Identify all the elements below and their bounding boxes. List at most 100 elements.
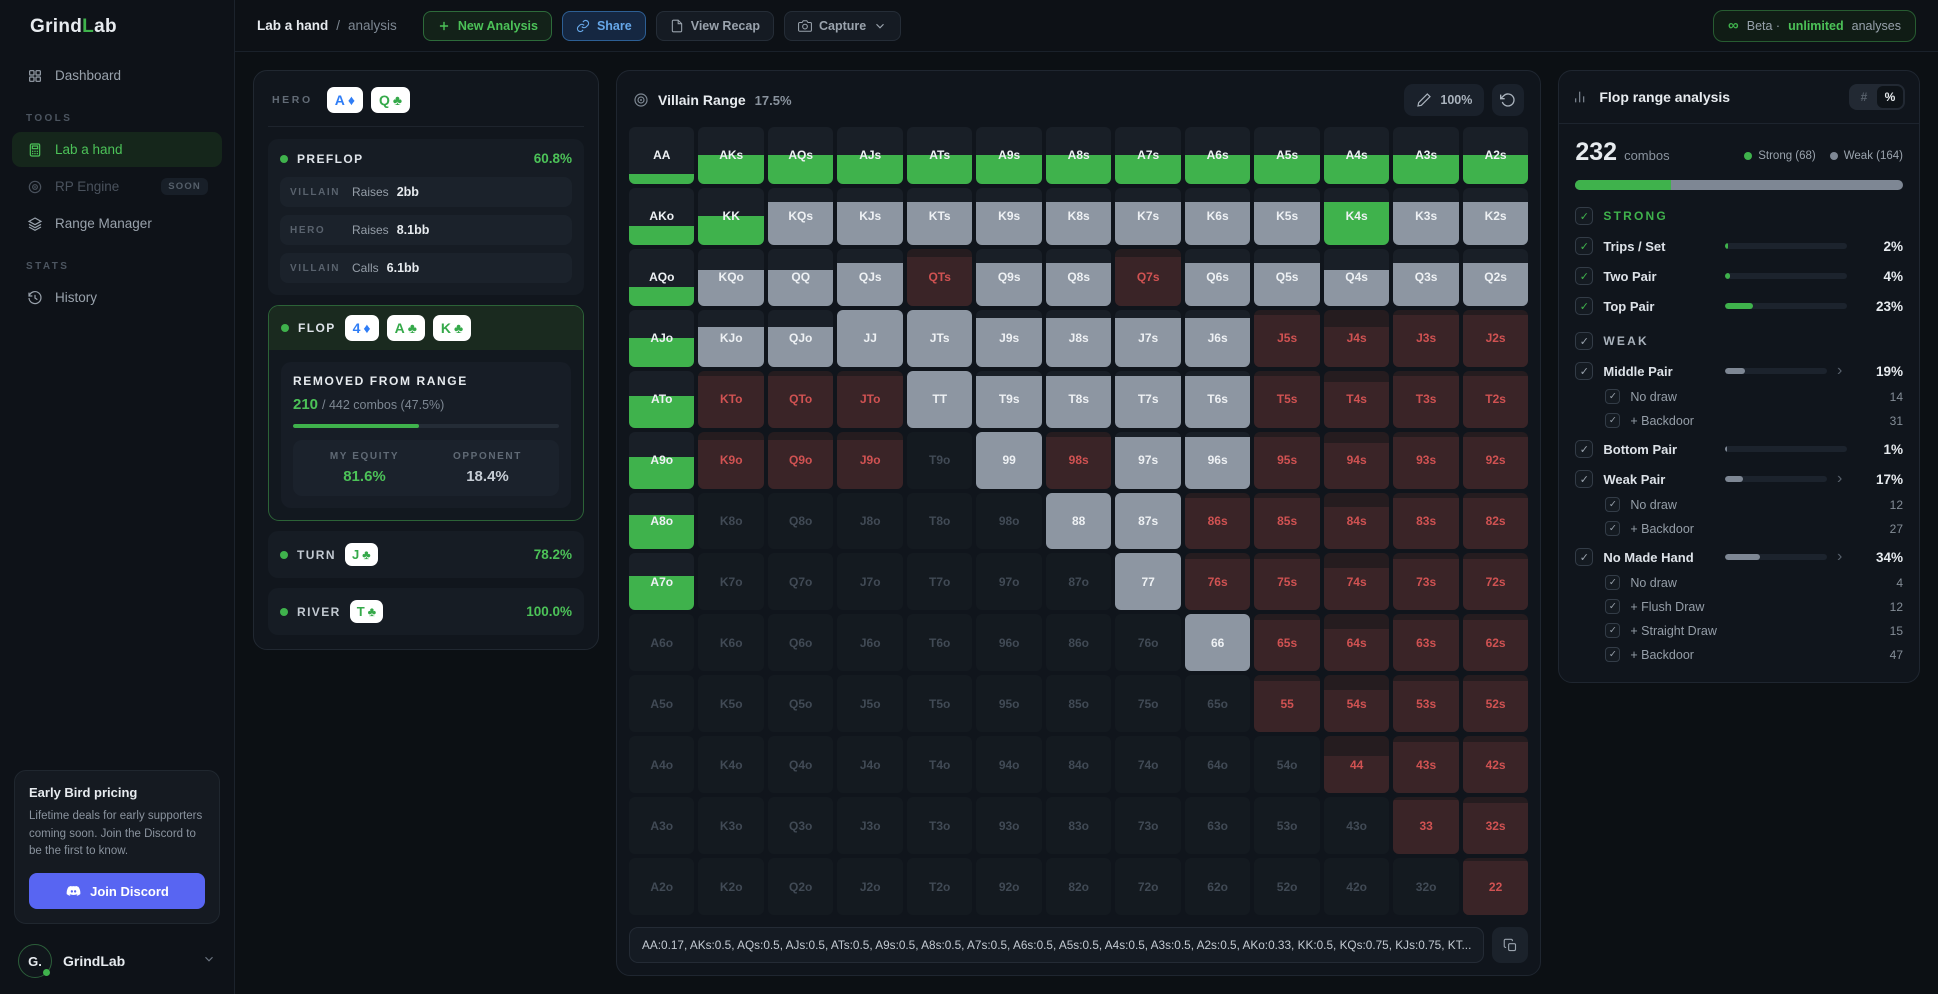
matrix-cell-64s[interactable]: 64s [1323, 614, 1390, 672]
matrix-cell-K6o[interactable]: K6o [698, 614, 764, 672]
matrix-cell-86o[interactable]: 86o [1045, 614, 1112, 672]
join-discord-button[interactable]: Join Discord [29, 873, 205, 909]
hand-class-row-weak-pair[interactable]: ✓ Weak Pair › 17% [1575, 470, 1903, 488]
view-recap-button[interactable]: View Recap [655, 10, 774, 41]
matrix-cell-T8s[interactable]: T8s [1045, 370, 1112, 428]
chevron-right-icon[interactable]: › [1837, 362, 1843, 379]
matrix-cell-22[interactable]: 22 [1462, 858, 1529, 915]
matrix-cell-Q6o[interactable]: Q6o [767, 614, 834, 672]
matrix-cell-66[interactable]: 66 [1184, 614, 1251, 672]
matrix-cell-A9s[interactable]: A9s [976, 127, 1042, 184]
matrix-cell-64o[interactable]: 64o [1184, 736, 1251, 794]
matrix-cell-T6s[interactable]: T6s [1184, 370, 1251, 428]
matrix-cell-K9s[interactable]: K9s [976, 187, 1042, 245]
card-chip-Qc[interactable]: Q ♣ [371, 87, 411, 113]
matrix-cell-43s[interactable]: 43s [1393, 736, 1459, 794]
matrix-cell-T9s[interactable]: T9s [976, 370, 1042, 428]
matrix-cell-96o[interactable]: 96o [976, 614, 1042, 672]
matrix-cell-AJs[interactable]: AJs [837, 127, 903, 184]
matrix-cell-75o[interactable]: 75o [1115, 675, 1181, 733]
matrix-cell-A4s[interactable]: A4s [1323, 127, 1390, 184]
matrix-cell-98o[interactable]: 98o [976, 492, 1042, 550]
matrix-cell-Q7o[interactable]: Q7o [767, 553, 834, 611]
card-chip-Kc[interactable]: K ♣ [432, 315, 472, 341]
matrix-cell-86s[interactable]: 86s [1184, 492, 1251, 550]
new-analysis-button[interactable]: New Analysis [422, 10, 552, 41]
matrix-cell-A4o[interactable]: A4o [629, 736, 695, 794]
checkbox-icon[interactable]: ✓ [1605, 521, 1621, 536]
matrix-cell-97s[interactable]: 97s [1115, 431, 1181, 489]
checkbox-icon[interactable]: ✓ [1575, 440, 1594, 458]
matrix-cell-95o[interactable]: 95o [976, 675, 1042, 733]
matrix-cell-T6o[interactable]: T6o [906, 614, 973, 672]
matrix-cell-82o[interactable]: 82o [1045, 858, 1112, 915]
card-chip-Jc[interactable]: J ♣ [344, 543, 378, 566]
matrix-cell-J6o[interactable]: J6o [837, 614, 903, 672]
matrix-cell-92o[interactable]: 92o [976, 858, 1042, 915]
hand-class-row-middle-pair[interactable]: ✓ Middle Pair › 19% [1575, 362, 1903, 380]
matrix-cell-T4s[interactable]: T4s [1323, 370, 1390, 428]
matrix-cell-A2s[interactable]: A2s [1462, 127, 1529, 184]
matrix-cell-A5o[interactable]: A5o [629, 675, 695, 733]
matrix-cell-32s[interactable]: 32s [1462, 797, 1529, 855]
matrix-cell-J7s[interactable]: J7s [1115, 309, 1181, 367]
matrix-cell-Q6s[interactable]: Q6s [1184, 248, 1251, 306]
checkbox-icon[interactable]: ✓ [1605, 389, 1621, 404]
matrix-cell-94s[interactable]: 94s [1323, 431, 1390, 489]
matrix-cell-95s[interactable]: 95s [1254, 431, 1320, 489]
matrix-cell-K4s[interactable]: K4s [1323, 187, 1390, 245]
matrix-cell-J7o[interactable]: J7o [837, 553, 903, 611]
sidebar-item-dashboard[interactable]: Dashboard [12, 58, 222, 93]
matrix-cell-T7o[interactable]: T7o [906, 553, 973, 611]
weight-brush-control[interactable]: 100% [1404, 84, 1485, 116]
capture-button[interactable]: Capture [783, 10, 902, 41]
matrix-cell-K2o[interactable]: K2o [698, 858, 764, 915]
matrix-cell-85o[interactable]: 85o [1045, 675, 1112, 733]
matrix-cell-A5s[interactable]: A5s [1254, 127, 1320, 184]
matrix-cell-QTs[interactable]: QTs [906, 248, 973, 306]
matrix-cell-T7s[interactable]: T7s [1115, 370, 1181, 428]
matrix-cell-QJo[interactable]: QJo [767, 309, 834, 367]
matrix-cell-K5s[interactable]: K5s [1254, 187, 1320, 245]
matrix-cell-QJs[interactable]: QJs [837, 248, 903, 306]
matrix-cell-QTo[interactable]: QTo [767, 370, 834, 428]
matrix-cell-T5o[interactable]: T5o [906, 675, 973, 733]
breadcrumb-current[interactable]: Lab a hand [257, 18, 329, 33]
matrix-cell-Q4s[interactable]: Q4s [1323, 248, 1390, 306]
matrix-cell-AQo[interactable]: AQo [629, 248, 695, 306]
matrix-cell-Q9o[interactable]: Q9o [767, 431, 834, 489]
matrix-cell-75s[interactable]: 75s [1254, 553, 1320, 611]
matrix-cell-A7o[interactable]: A7o [629, 553, 695, 611]
matrix-cell-87s[interactable]: 87s [1115, 492, 1181, 550]
matrix-cell-AA[interactable]: AA [629, 127, 695, 184]
matrix-cell-43o[interactable]: 43o [1323, 797, 1390, 855]
matrix-cell-Q7s[interactable]: Q7s [1115, 248, 1181, 306]
matrix-cell-A7s[interactable]: A7s [1115, 127, 1181, 184]
matrix-cell-A8o[interactable]: A8o [629, 492, 695, 550]
checkbox-icon[interactable]: ✓ [1605, 599, 1621, 614]
checkbox-icon[interactable]: ✓ [1575, 297, 1594, 315]
matrix-cell-A6s[interactable]: A6s [1184, 127, 1251, 184]
matrix-cell-T3s[interactable]: T3s [1393, 370, 1459, 428]
matrix-cell-72s[interactable]: 72s [1462, 553, 1529, 611]
matrix-cell-52s[interactable]: 52s [1462, 675, 1529, 733]
matrix-cell-83o[interactable]: 83o [1045, 797, 1112, 855]
sidebar-item-range-manager[interactable]: Range Manager [12, 206, 222, 241]
matrix-cell-T4o[interactable]: T4o [906, 736, 973, 794]
matrix-cell-JTo[interactable]: JTo [837, 370, 903, 428]
chevron-down-icon[interactable] [202, 952, 216, 971]
toggle-count[interactable]: # [1860, 90, 1868, 104]
matrix-cell-83s[interactable]: 83s [1393, 492, 1459, 550]
matrix-cell-52o[interactable]: 52o [1254, 858, 1320, 915]
matrix-cell-K3s[interactable]: K3s [1393, 187, 1459, 245]
matrix-cell-AKs[interactable]: AKs [698, 127, 764, 184]
matrix-cell-63s[interactable]: 63s [1393, 614, 1459, 672]
matrix-cell-92s[interactable]: 92s [1462, 431, 1529, 489]
matrix-cell-ATs[interactable]: ATs [906, 127, 973, 184]
matrix-cell-K4o[interactable]: K4o [698, 736, 764, 794]
matrix-cell-A2o[interactable]: A2o [629, 858, 695, 915]
card-chip-4d[interactable]: 4 ♦ [344, 315, 379, 341]
matrix-cell-76o[interactable]: 76o [1115, 614, 1181, 672]
chevron-right-icon[interactable]: › [1837, 470, 1843, 487]
matrix-cell-97o[interactable]: 97o [976, 553, 1042, 611]
